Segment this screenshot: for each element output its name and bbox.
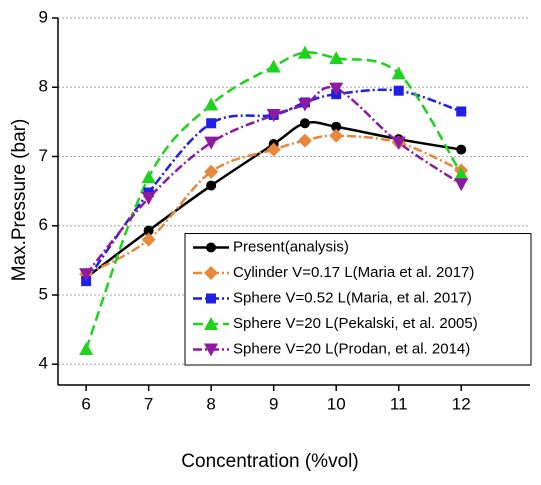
x-tick-label: 10 <box>327 394 346 413</box>
marker <box>266 59 281 73</box>
marker <box>297 133 312 148</box>
marker <box>297 98 312 112</box>
marker <box>141 232 156 247</box>
marker <box>456 106 467 117</box>
x-tick-label: 9 <box>269 394 278 413</box>
legend-label: Cylinder V=0.17 L(Maria et al. 2017) <box>233 264 474 281</box>
marker <box>297 45 312 59</box>
marker <box>454 178 469 192</box>
marker <box>329 51 344 65</box>
legend-label: Sphere V=0.52 L(Maria, et al. 2017) <box>233 289 472 306</box>
x-tick-label: 12 <box>452 394 471 413</box>
marker <box>456 144 467 155</box>
marker <box>206 118 217 129</box>
marker <box>331 121 342 132</box>
marker <box>206 180 217 191</box>
marker <box>79 341 94 355</box>
legend-label: Sphere V=20 L(Prodan, et al. 2014) <box>233 340 470 357</box>
marker <box>393 85 404 96</box>
marker <box>204 317 218 330</box>
y-tick-label: 6 <box>39 215 48 234</box>
marker <box>143 225 154 236</box>
marker <box>329 128 344 143</box>
marker <box>204 164 219 179</box>
x-tick-label: 8 <box>206 394 215 413</box>
marker <box>391 136 406 150</box>
x-tick-label: 11 <box>390 394 408 413</box>
x-tick-label: 6 <box>81 394 90 413</box>
y-axis-label: Max.Pressure (bar) <box>9 119 30 282</box>
marker <box>141 192 156 206</box>
y-tick-label: 9 <box>39 7 48 26</box>
marker <box>299 118 310 129</box>
legend-label: Sphere V=20 L(Pekalski, et al. 2005) <box>233 315 478 332</box>
marker <box>329 82 344 96</box>
marker <box>204 97 219 111</box>
legend-label: Present(analysis) <box>233 238 349 255</box>
marker <box>206 293 216 304</box>
legend-box <box>184 233 532 366</box>
x-axis-label: Concentration (%vol) <box>181 451 358 472</box>
marker <box>204 136 219 150</box>
marker <box>206 242 216 253</box>
y-tick-label: 5 <box>39 284 48 303</box>
marker <box>454 166 469 180</box>
marker <box>79 268 94 282</box>
x-tick-label: 7 <box>144 394 153 413</box>
y-tick-label: 4 <box>39 354 48 373</box>
marker <box>204 343 218 357</box>
y-tick-label: 8 <box>39 77 48 96</box>
marker <box>266 108 281 122</box>
y-tick-label: 7 <box>39 146 48 165</box>
marker <box>266 142 281 157</box>
marker <box>141 170 156 184</box>
marker <box>391 66 406 80</box>
marker <box>204 266 218 280</box>
